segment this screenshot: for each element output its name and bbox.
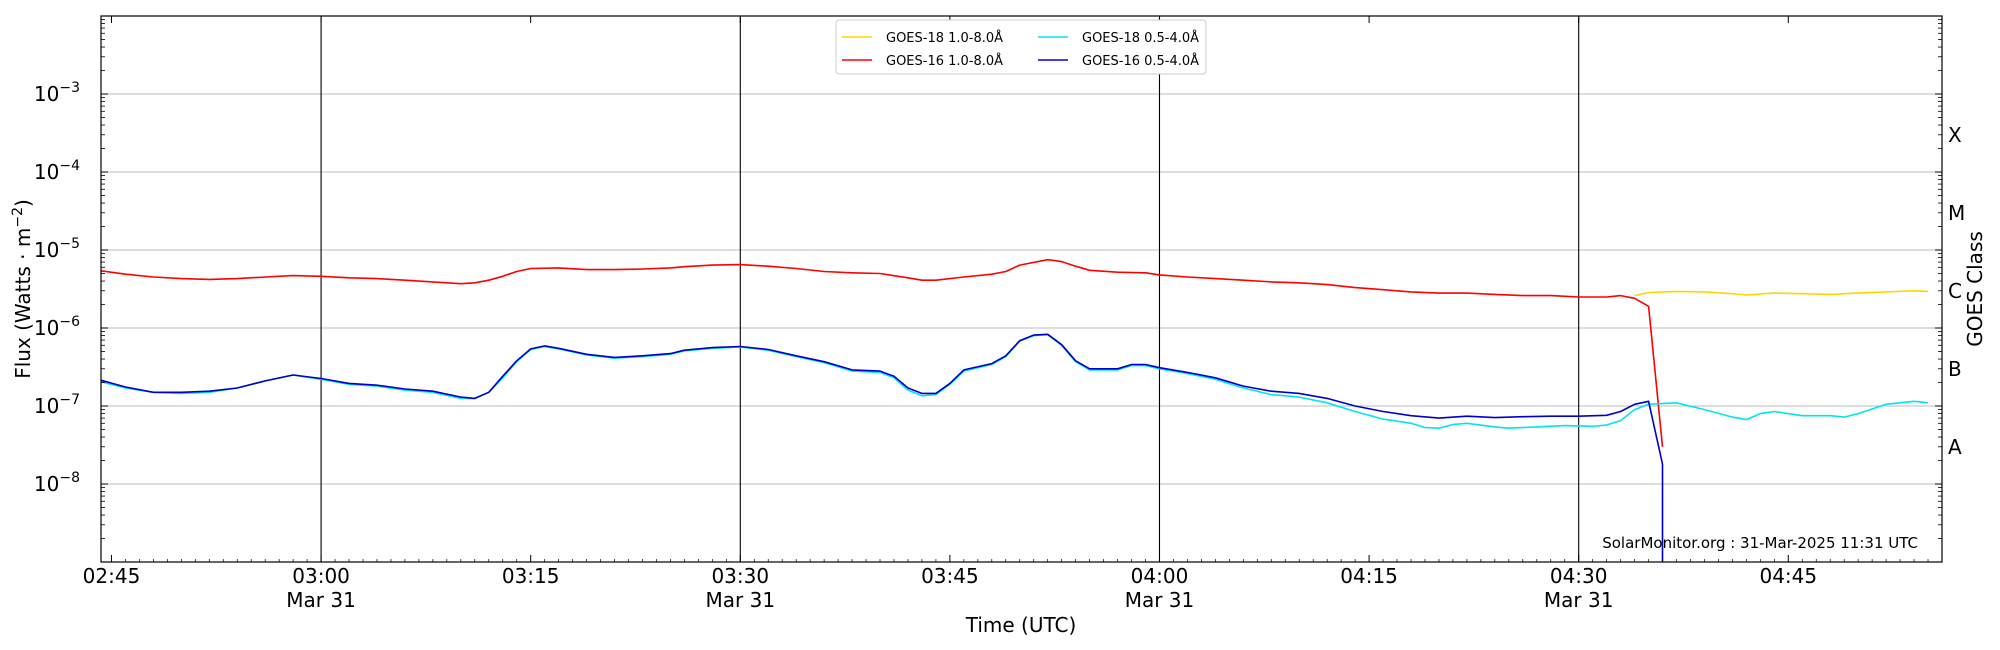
goes-class-axis-label: GOES Class [1963,231,1987,347]
legend-label-3: GOES-16 0.5-4.0Å [1082,53,1199,69]
series-line-1 [101,258,1664,447]
x-tick-date-3: Mar 31 [706,588,776,612]
grid [101,16,1942,562]
x-tick-label-7: 04:30 [1550,564,1608,588]
goes-class-label-m: M [1948,201,1965,225]
y-tick-label-1: 10−7 [34,392,80,418]
goes-class-label-c: C [1948,279,1962,303]
x-tick-label-1: 03:00 [292,564,350,588]
x-tick-label-2: 03:15 [502,564,560,588]
x-tick-date-7: Mar 31 [1544,588,1614,612]
x-tick-label-6: 04:15 [1340,564,1398,588]
series-line-0 [1634,289,1929,297]
legend-label-2: GOES-18 0.5-4.0Å [1082,30,1199,46]
y-tick-label-0: 10−8 [34,470,80,496]
x-tick-label-5: 04:00 [1131,564,1189,588]
watermark-text: SolarMonitor.org : 31-Mar-2025 11:31 UTC [1602,534,1918,552]
legend-label-0: GOES-18 1.0-8.0Å [886,30,1003,46]
x-tick-label-3: 03:30 [711,564,769,588]
series-lines [101,258,1929,562]
x-tick-date-1: Mar 31 [286,588,356,612]
goes-class-label-b: B [1948,357,1962,381]
goes-class-label-x: X [1948,123,1962,147]
x-tick-label-0: 02:45 [83,564,141,588]
legend: GOES-18 1.0-8.0Å GOES-18 0.5-4.0Å GOES-16 … [835,19,1207,75]
x-tick-label-4: 03:45 [921,564,979,588]
y-tick-label-3: 10−5 [34,236,80,262]
x-tick-date-5: Mar 31 [1125,588,1195,612]
legend-box [835,19,1207,75]
goes-class-label-a: A [1948,435,1962,459]
y-tick-label-4: 10−4 [34,158,80,184]
legend-label-1: GOES-16 1.0-8.0Å [886,53,1003,69]
y-tick-label-5: 10−3 [34,80,80,106]
y-axis-label: Flux (Watts · m−2) [10,199,35,379]
plot-frame [100,15,1943,563]
x-axis-label: Time (UTC) [965,613,1077,637]
x-tick-label-8: 04:45 [1759,564,1817,588]
y-tick-label-2: 10−6 [34,314,80,340]
series-line-3 [101,333,1664,562]
